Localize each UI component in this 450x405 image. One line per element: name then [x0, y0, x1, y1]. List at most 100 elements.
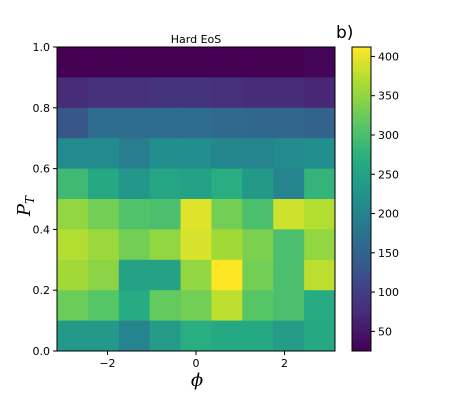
heatmap-cell — [118, 138, 151, 170]
colorbar-tick-label: 250 — [378, 168, 399, 181]
heatmap-cell — [242, 229, 274, 261]
y-axis-label-main: P — [14, 203, 35, 217]
heatmap-cell — [87, 199, 120, 230]
heatmap-cell — [118, 168, 151, 200]
heatmap-cell — [87, 47, 120, 78]
heatmap-cell — [273, 138, 305, 170]
heatmap-cell — [87, 107, 120, 139]
y-tick-label: 0.6 — [33, 163, 51, 176]
heatmap-cell — [57, 107, 89, 139]
heatmap-cell — [149, 47, 182, 78]
x-axis-label: ϕ — [191, 370, 203, 391]
heatmap-cell — [57, 77, 89, 109]
heatmap-cell — [180, 107, 212, 139]
heatmap-cell — [149, 138, 182, 170]
heatmap-cell — [57, 199, 89, 230]
colorbar-ticks: 50 100 150 200 250 300 350 400 — [371, 50, 399, 338]
y-tick-label: 0.2 — [33, 284, 51, 297]
heatmap-cell — [304, 107, 336, 139]
heatmap-cell — [211, 107, 243, 139]
heatmap-cell — [180, 199, 212, 230]
heatmap-cell — [273, 290, 305, 322]
colorbar-tick-label: 350 — [378, 90, 399, 103]
chart-title: Hard EoS — [171, 33, 222, 46]
heatmap-cell — [242, 77, 274, 109]
y-tick-label: 1.0 — [33, 41, 51, 54]
heatmap-cell — [87, 259, 120, 291]
heatmap-cell — [273, 168, 305, 200]
heatmap-cell — [118, 320, 151, 352]
heatmap-cell — [211, 259, 243, 291]
heatmap-cell — [304, 168, 336, 200]
heatmap-cell — [273, 107, 305, 139]
heatmap-cell — [211, 229, 243, 261]
heatmap-cell — [149, 320, 182, 352]
heatmap-cell — [149, 107, 182, 139]
y-tick-label: 0.8 — [33, 102, 51, 115]
heatmap-cell — [211, 47, 243, 78]
heatmap-cell — [242, 107, 274, 139]
panel-label: b) — [336, 23, 353, 43]
heatmap-cell — [211, 168, 243, 200]
heatmap-cell — [57, 259, 89, 291]
colorbar-tick-label: 50 — [378, 325, 392, 338]
heatmap-cell — [242, 259, 274, 291]
heatmap-cell — [211, 199, 243, 230]
heatmap-cell — [149, 290, 182, 322]
heatmap-cell — [242, 199, 274, 230]
heatmap-cell — [304, 138, 336, 170]
heatmap-cell — [149, 229, 182, 261]
heatmap-cell — [118, 47, 151, 78]
heatmap-cell — [304, 229, 336, 261]
heatmap-cell — [149, 168, 182, 200]
heatmap-cell — [242, 47, 274, 78]
heatmap-cell — [304, 199, 336, 230]
heatmap-cell — [57, 320, 89, 352]
heatmap-cell — [118, 77, 151, 109]
heatmap-cell — [57, 168, 89, 200]
y-axis-label: PT — [14, 195, 37, 217]
heatmap-cell — [273, 229, 305, 261]
heatmap-cell — [211, 138, 243, 170]
heatmap-cell — [211, 290, 243, 322]
x-tick-label: 2 — [281, 357, 288, 370]
heatmap-cell — [211, 77, 243, 109]
heatmap-cell — [180, 290, 212, 322]
heatmap-cell — [242, 290, 274, 322]
heatmap-cell — [118, 199, 151, 230]
heatmap-cell — [180, 320, 212, 352]
heatmap-cell — [180, 168, 212, 200]
heatmap-cell — [242, 168, 274, 200]
x-axis-ticks: −2 0 2 — [99, 351, 288, 370]
heatmap-cell — [180, 138, 212, 170]
heatmap-cell — [304, 290, 336, 322]
heatmap-cell — [87, 168, 120, 200]
heatmap-cell — [87, 320, 120, 352]
heatmap-cell — [273, 259, 305, 291]
colorbar — [351, 46, 372, 352]
heatmap-cell — [57, 47, 89, 78]
heatmap-cell — [273, 47, 305, 78]
heatmap-cell — [211, 320, 243, 352]
heatmap-cell — [57, 290, 89, 322]
y-tick-label: 0.4 — [33, 223, 51, 236]
heatmap-cell — [180, 229, 212, 261]
heatmap-cell — [118, 259, 151, 291]
x-tick-label: 0 — [193, 357, 200, 370]
heatmap-cell — [180, 259, 212, 291]
heatmap-cell — [57, 229, 89, 261]
heatmap-cell — [149, 77, 182, 109]
colorbar-tick-label: 200 — [378, 208, 399, 221]
heatmap-cells — [57, 47, 336, 352]
colorbar-tick-label: 150 — [378, 247, 399, 260]
y-axis-ticks: 0.0 0.2 0.4 0.6 0.8 1.0 — [33, 41, 57, 358]
heatmap-cell — [87, 229, 120, 261]
heatmap-cell — [242, 138, 274, 170]
heatmap-cell — [118, 290, 151, 322]
colorbar-tick-label: 300 — [378, 129, 399, 142]
heatmap-cell — [57, 138, 89, 170]
heatmap-cell — [87, 290, 120, 322]
heatmap-cell — [304, 259, 336, 291]
heatmap-cell — [149, 199, 182, 230]
heatmap-cell — [180, 77, 212, 109]
